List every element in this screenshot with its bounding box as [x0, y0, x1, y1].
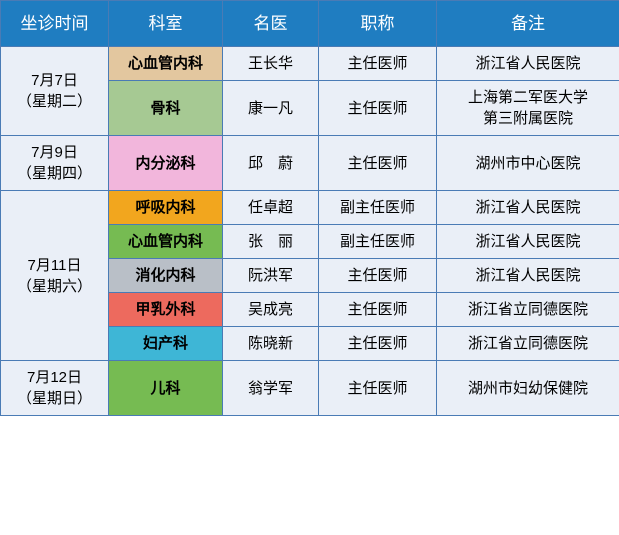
remark-cell: 浙江省人民医院 — [437, 225, 619, 259]
dept-cell: 骨科 — [109, 81, 223, 136]
doctor-cell: 王长华 — [223, 47, 319, 81]
title-cell: 主任医师 — [319, 293, 437, 327]
doctor-cell: 任卓超 — [223, 191, 319, 225]
time-cell: 7月12日 （星期日） — [1, 361, 109, 416]
dept-cell: 儿科 — [109, 361, 223, 416]
table-row: 7月7日 （星期二）心血管内科王长华主任医师浙江省人民医院 — [1, 47, 619, 81]
time-cell: 7月7日 （星期二） — [1, 47, 109, 136]
col-header-1: 科室 — [109, 1, 223, 47]
remark-cell: 浙江省立同德医院 — [437, 327, 619, 361]
title-cell: 副主任医师 — [319, 191, 437, 225]
title-cell: 主任医师 — [319, 361, 437, 416]
header-row: 坐诊时间科室名医职称备注 — [1, 1, 619, 47]
dept-cell: 内分泌科 — [109, 136, 223, 191]
col-header-0: 坐诊时间 — [1, 1, 109, 47]
dept-cell: 妇产科 — [109, 327, 223, 361]
remark-cell: 浙江省人民医院 — [437, 47, 619, 81]
remark-cell: 上海第二军医大学 第三附属医院 — [437, 81, 619, 136]
doctor-cell: 邱 蔚 — [223, 136, 319, 191]
remark-cell: 湖州市妇幼保健院 — [437, 361, 619, 416]
dept-cell: 呼吸内科 — [109, 191, 223, 225]
doctor-cell: 阮洪军 — [223, 259, 319, 293]
title-cell: 主任医师 — [319, 327, 437, 361]
dept-cell: 心血管内科 — [109, 225, 223, 259]
doctor-cell: 翁学军 — [223, 361, 319, 416]
doctor-cell: 康一凡 — [223, 81, 319, 136]
title-cell: 主任医师 — [319, 47, 437, 81]
table-row: 7月12日 （星期日）儿科翁学军主任医师湖州市妇幼保健院 — [1, 361, 619, 416]
remark-cell: 浙江省人民医院 — [437, 191, 619, 225]
table-row: 7月9日 （星期四）内分泌科邱 蔚主任医师湖州市中心医院 — [1, 136, 619, 191]
title-cell: 主任医师 — [319, 259, 437, 293]
remark-cell: 浙江省立同德医院 — [437, 293, 619, 327]
dept-cell: 消化内科 — [109, 259, 223, 293]
time-cell: 7月11日 （星期六） — [1, 191, 109, 361]
dept-cell: 心血管内科 — [109, 47, 223, 81]
doctor-cell: 张 丽 — [223, 225, 319, 259]
col-header-3: 职称 — [319, 1, 437, 47]
col-header-2: 名医 — [223, 1, 319, 47]
title-cell: 主任医师 — [319, 136, 437, 191]
title-cell: 主任医师 — [319, 81, 437, 136]
table-row: 7月11日 （星期六）呼吸内科任卓超副主任医师浙江省人民医院 — [1, 191, 619, 225]
col-header-4: 备注 — [437, 1, 619, 47]
remark-cell: 湖州市中心医院 — [437, 136, 619, 191]
title-cell: 副主任医师 — [319, 225, 437, 259]
remark-cell: 浙江省人民医院 — [437, 259, 619, 293]
doctor-cell: 陈晓新 — [223, 327, 319, 361]
dept-cell: 甲乳外科 — [109, 293, 223, 327]
doctor-schedule-table: 坐诊时间科室名医职称备注 7月7日 （星期二）心血管内科王长华主任医师浙江省人民… — [0, 0, 619, 416]
time-cell: 7月9日 （星期四） — [1, 136, 109, 191]
doctor-cell: 吴成亮 — [223, 293, 319, 327]
